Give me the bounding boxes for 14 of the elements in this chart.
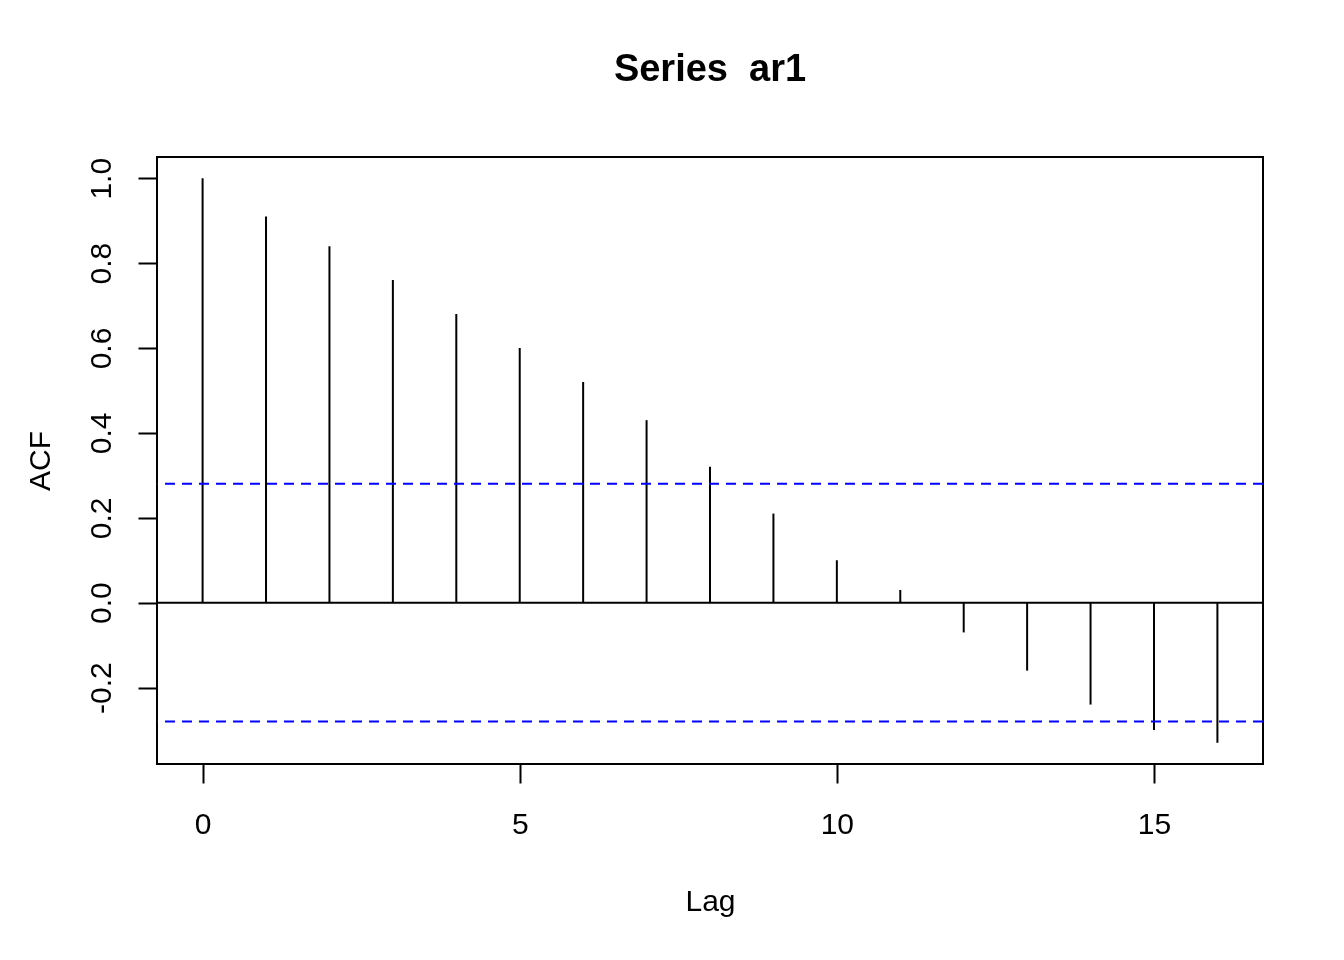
chart-title: Series ar1 [613, 47, 807, 89]
y-tick-label: 0.6 [83, 327, 117, 370]
x-tick-label: 10 [820, 806, 855, 840]
y-tick-label: 0.0 [83, 582, 117, 625]
y-tick-label: 0.2 [83, 497, 117, 540]
y-tick-label: 0.4 [83, 412, 117, 455]
y-tick-label: 0.8 [83, 242, 117, 285]
x-tick-label: 15 [1137, 806, 1172, 840]
x-axis-title: Lag [685, 883, 736, 917]
x-tick-label: 0 [194, 806, 212, 840]
y-tick-label: 1.0 [83, 157, 117, 200]
y-tick-label: -0.2 [83, 662, 117, 714]
x-tick-label: 5 [511, 806, 529, 840]
y-axis-title: ACF [22, 431, 56, 491]
